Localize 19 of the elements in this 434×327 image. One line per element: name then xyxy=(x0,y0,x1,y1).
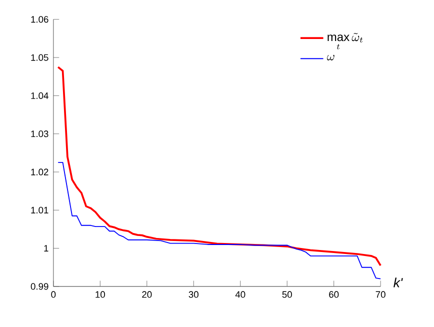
x-tick-label: 0 xyxy=(51,291,56,298)
x-tick-label: 60 xyxy=(329,291,339,298)
x-axis-title: k' xyxy=(394,278,403,288)
y-tick-label: 1.04 xyxy=(31,92,48,100)
x-tick-label: 50 xyxy=(282,291,292,298)
legend-label: $\max\limits_{t} \tilde{\omega}_{t}$ xyxy=(328,33,363,50)
x-tick-label: 70 xyxy=(376,291,386,298)
y-tick-label: 0.99 xyxy=(30,283,48,290)
y-tick-label: 1 xyxy=(44,245,48,252)
x-tick-label: 10 xyxy=(96,291,105,298)
legend-label: $\omega$ xyxy=(327,55,334,61)
y-tick-label: 1.03 xyxy=(31,130,48,138)
x-tick-label: 20 xyxy=(142,291,152,298)
x-tick-label: 40 xyxy=(235,291,246,298)
y-tick-label: 1.02 xyxy=(31,168,48,176)
y-tick-label: 1.06 xyxy=(31,16,48,23)
y-tick-label: 1.01 xyxy=(31,207,48,214)
y-tick-label: 1.05 xyxy=(31,54,48,62)
x-tick-label: 30 xyxy=(188,291,198,298)
